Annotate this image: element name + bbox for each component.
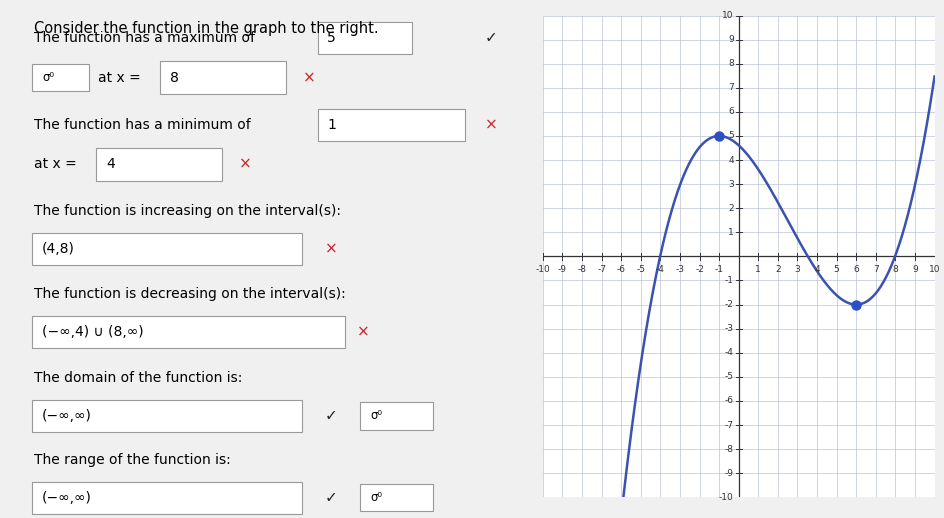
Text: 8: 8 [170,70,179,84]
Text: 4: 4 [815,265,819,274]
Text: ×: × [357,324,369,339]
Text: ×: × [485,117,497,132]
Text: at x =: at x = [98,70,141,84]
Text: 7: 7 [728,83,733,92]
Text: 3: 3 [728,180,733,189]
FancyBboxPatch shape [361,402,433,429]
Text: -8: -8 [578,265,586,274]
Text: -6: -6 [616,265,626,274]
Text: 5: 5 [328,31,336,45]
Text: The function has a minimum of: The function has a minimum of [34,118,251,132]
Text: -9: -9 [725,469,733,478]
Text: 1: 1 [728,228,733,237]
Text: (4,8): (4,8) [42,242,75,256]
Text: ×: × [240,157,252,172]
FancyBboxPatch shape [32,399,302,432]
Text: 1: 1 [755,265,761,274]
Text: -10: -10 [719,493,733,502]
FancyBboxPatch shape [96,148,223,181]
Text: -4: -4 [725,348,733,357]
Text: -4: -4 [656,265,665,274]
Text: -5: -5 [636,265,646,274]
Text: -7: -7 [725,421,733,429]
Text: -7: -7 [597,265,606,274]
Text: 8: 8 [728,59,733,68]
FancyBboxPatch shape [160,62,286,94]
Text: σ⁰: σ⁰ [370,409,382,422]
Text: 5: 5 [728,132,733,140]
Text: -10: -10 [535,265,550,274]
Text: ✓: ✓ [485,31,497,46]
Text: The function is decreasing on the interval(s):: The function is decreasing on the interv… [34,287,346,301]
Text: 2: 2 [775,265,781,274]
FancyBboxPatch shape [32,482,302,514]
FancyBboxPatch shape [32,64,89,92]
Text: -3: -3 [725,324,733,333]
Text: ×: × [303,70,316,85]
FancyBboxPatch shape [32,315,345,348]
Text: The range of the function is:: The range of the function is: [34,453,230,467]
Text: (−∞,∞): (−∞,∞) [42,491,92,505]
Text: at x =: at x = [34,157,76,171]
Text: 3: 3 [795,265,801,274]
Text: The function is increasing on the interval(s):: The function is increasing on the interv… [34,204,341,218]
Text: σ⁰: σ⁰ [370,491,382,504]
Text: Consider the function in the graph to the right.: Consider the function in the graph to th… [34,21,379,36]
Text: 2: 2 [728,204,733,213]
Text: ×: × [325,241,338,256]
Text: 5: 5 [834,265,839,274]
Text: 10: 10 [722,11,733,20]
Text: 8: 8 [892,265,899,274]
FancyBboxPatch shape [361,484,433,511]
Text: The domain of the function is:: The domain of the function is: [34,371,243,385]
Text: σ⁰: σ⁰ [42,71,54,84]
Text: 7: 7 [873,265,879,274]
Text: -8: -8 [725,444,733,454]
Text: -1: -1 [725,276,733,285]
Text: 4: 4 [728,155,733,165]
FancyBboxPatch shape [32,233,302,265]
Text: 6: 6 [728,107,733,117]
Text: 9: 9 [912,265,918,274]
Text: ✓: ✓ [325,408,338,423]
Text: The function has a maximum of: The function has a maximum of [34,31,255,45]
Text: -2: -2 [695,265,704,274]
Text: 9: 9 [728,35,733,44]
Text: 10: 10 [929,265,940,274]
Text: (−∞,∞): (−∞,∞) [42,409,92,423]
FancyBboxPatch shape [318,22,412,54]
Text: (−∞,4) ∪ (8,∞): (−∞,4) ∪ (8,∞) [42,325,143,339]
Text: 4: 4 [106,157,115,171]
Text: -1: -1 [715,265,724,274]
Text: 6: 6 [853,265,859,274]
Text: -2: -2 [725,300,733,309]
Text: ✓: ✓ [325,490,338,505]
Text: -5: -5 [725,372,733,381]
FancyBboxPatch shape [318,109,465,141]
Text: -3: -3 [675,265,684,274]
Text: -9: -9 [558,265,567,274]
Text: -6: -6 [725,396,733,406]
Text: 1: 1 [328,118,336,132]
